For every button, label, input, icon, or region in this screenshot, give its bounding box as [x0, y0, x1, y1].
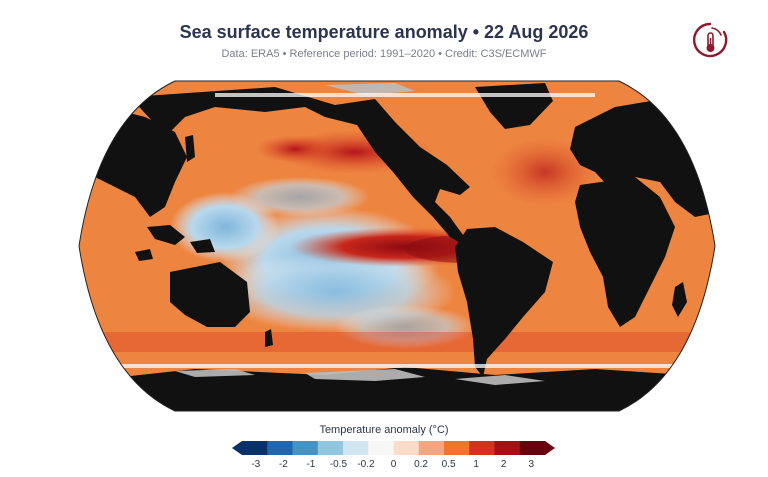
colorbar-ticks: -3 -2 -1 -0.5 -0.2 0 0.2 0.5 1 2 3: [0, 459, 768, 473]
sea-ice: [175, 83, 545, 385]
colorbar-segment: [469, 441, 495, 455]
colorbar-segment: [393, 441, 420, 455]
colorbar-tick-label: -3: [251, 459, 261, 470]
colorbar-segment: [519, 441, 546, 455]
colorbar-segment: [343, 441, 369, 455]
colorbar-tick-label: -0.5: [329, 459, 348, 470]
colorbar-tick-label: 0.5: [441, 459, 456, 470]
colorbar-tick-label: -2: [278, 459, 288, 470]
colorbar-tick-label: 3: [528, 459, 534, 470]
page-title: Sea surface temperature anomaly • 22 Aug…: [179, 22, 589, 42]
colorbar: [232, 441, 555, 455]
colorbar-arrow-low: [232, 441, 242, 455]
colorbar-title: Temperature anomaly (°C): [319, 424, 449, 436]
colorbar-tick-label: -1: [306, 459, 316, 470]
page-subtitle: Data: ERA5 • Reference period: 1991–2020…: [221, 48, 547, 60]
colorbar-tick-label: 2: [500, 459, 507, 470]
thermometer-globe-icon: [692, 22, 728, 58]
colorbar-tick-label: 0: [390, 459, 397, 470]
colorbar-segment: [242, 441, 268, 455]
colorbar-arrow-high: [545, 441, 555, 455]
colorbar-segment: [317, 441, 344, 455]
colorbar-segment: [267, 441, 293, 455]
sst-anomaly-map: [78, 80, 716, 412]
colorbar-segment: [444, 441, 470, 455]
colorbar-tick-label: -0.2: [357, 459, 375, 470]
colorbar-segment: [292, 441, 319, 455]
colorbar-segment: [494, 441, 521, 455]
colorbar-segment: [418, 441, 445, 455]
colorbar-segment: [368, 441, 394, 455]
colorbar-tick-label: 0.2: [414, 459, 428, 470]
colorbar-tick-label: 1: [473, 459, 479, 470]
